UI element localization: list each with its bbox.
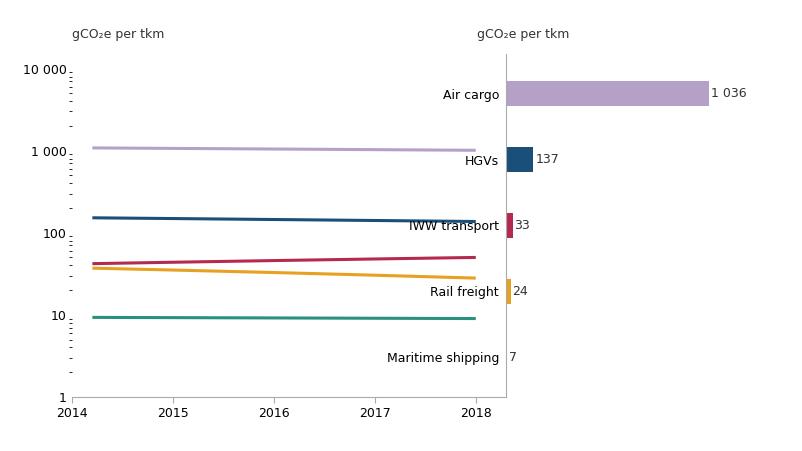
Bar: [506, 213, 512, 238]
Text: 7: 7: [509, 351, 517, 364]
Text: gCO₂e per tkm: gCO₂e per tkm: [477, 28, 569, 41]
Bar: [506, 81, 709, 106]
Bar: [506, 147, 533, 172]
Text: gCO₂e per tkm: gCO₂e per tkm: [72, 28, 164, 41]
Text: 137: 137: [535, 153, 559, 166]
Text: 24: 24: [512, 285, 528, 298]
Text: 33: 33: [514, 219, 530, 232]
Bar: [506, 345, 508, 370]
Text: 1 036: 1 036: [711, 87, 747, 100]
Bar: [506, 279, 511, 304]
